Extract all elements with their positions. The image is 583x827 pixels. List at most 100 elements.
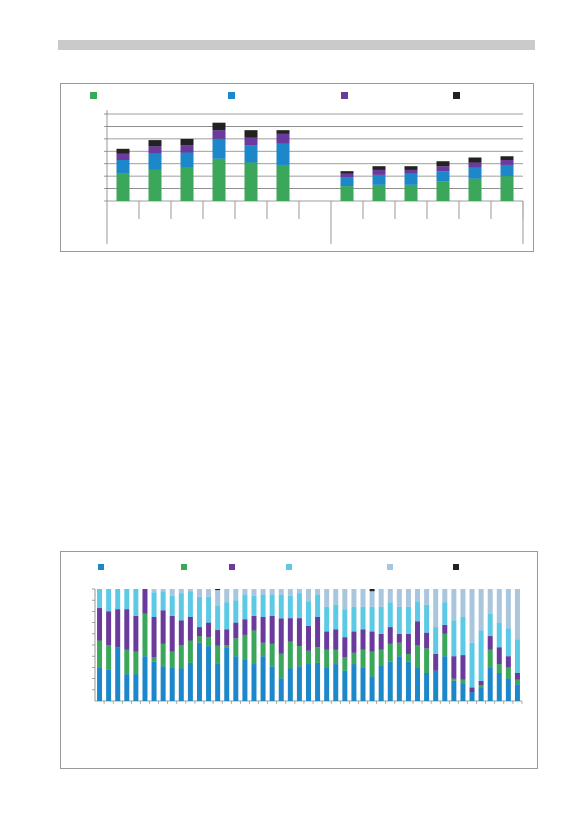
bar-segment <box>169 651 175 668</box>
bar-segment <box>287 618 293 642</box>
bar-segment <box>315 594 321 617</box>
bar-segment <box>487 636 493 650</box>
bar-segment <box>116 159 130 174</box>
bar-segment <box>424 673 430 701</box>
bar-segment <box>178 620 184 645</box>
bar-segment <box>224 629 230 645</box>
bar-segment <box>269 643 275 667</box>
bar-segment <box>369 591 375 607</box>
bar-segment <box>436 171 450 182</box>
bar-segment <box>505 628 511 657</box>
bar-segment <box>433 589 439 628</box>
bar-segment <box>342 589 348 610</box>
bar-segment <box>333 649 339 665</box>
bar-segment <box>505 589 511 629</box>
bar-segment <box>468 178 482 201</box>
legend-swatch-3 <box>286 564 292 570</box>
bar-segment <box>315 647 321 663</box>
bar-segment <box>296 618 302 647</box>
bar-segment <box>369 631 375 652</box>
bar-segment <box>451 620 457 657</box>
bar-segment <box>116 173 130 201</box>
bar-segment <box>260 617 266 643</box>
bar-segment <box>514 679 520 685</box>
chart-1-frame <box>60 83 534 252</box>
bar-segment <box>116 148 130 154</box>
bar-segment <box>505 667 511 679</box>
bar-segment <box>160 643 166 667</box>
legend-swatch-4 <box>387 564 393 570</box>
bar-segment <box>276 143 290 165</box>
bar-segment <box>169 615 175 652</box>
bar-segment <box>180 167 194 201</box>
bar-segment <box>269 594 275 616</box>
bar-segment <box>287 641 293 669</box>
bar-segment <box>451 589 457 621</box>
bar-segment <box>478 687 484 701</box>
bar-segment <box>215 645 221 664</box>
bar-segment <box>405 606 411 634</box>
bar-segment <box>251 630 257 665</box>
bar-segment <box>124 649 130 675</box>
bar-segment <box>315 617 321 648</box>
bar-segment <box>424 604 430 633</box>
bar-segment <box>178 593 184 621</box>
bar-segment <box>116 153 130 160</box>
bar-segment <box>142 613 148 657</box>
bar-segment <box>151 589 157 593</box>
bar-segment <box>442 589 448 603</box>
bar-segment <box>436 166 450 172</box>
bar-segment <box>478 685 484 688</box>
bar-segment <box>369 676 375 701</box>
bar-segment <box>469 642 475 688</box>
bar-segment <box>206 596 212 623</box>
bar-segment <box>360 606 366 630</box>
bar-segment <box>206 622 212 638</box>
bar-segment <box>206 637 212 647</box>
bar-segment <box>287 668 293 701</box>
bar-segment <box>360 589 366 607</box>
bar-segment <box>115 647 121 701</box>
bar-segment <box>142 589 148 614</box>
bar-segment <box>424 632 430 649</box>
bar-segment <box>97 589 103 609</box>
bar-segment <box>378 649 384 666</box>
bar-segment <box>404 184 418 201</box>
bar-segment <box>360 649 366 668</box>
bar-segment <box>160 591 166 611</box>
bar-segment <box>372 169 386 175</box>
bar-segment <box>206 589 212 597</box>
bar-segment <box>242 659 248 701</box>
bar-segment <box>296 589 302 594</box>
bar-segment <box>500 156 514 160</box>
bar-segment <box>369 606 375 632</box>
bar-segment <box>215 589 221 591</box>
bar-segment <box>106 669 112 701</box>
bar-segment <box>306 650 311 665</box>
bar-segment <box>260 642 266 657</box>
bar-segment <box>196 636 202 643</box>
bar-segment <box>260 589 266 595</box>
legend-swatch-1 <box>181 564 187 570</box>
bar-segment <box>387 643 393 662</box>
bar-segment <box>151 592 157 617</box>
bar-segment <box>276 130 290 134</box>
bar-segment <box>342 637 348 658</box>
bar-segment <box>97 667 103 701</box>
bar-segment <box>180 138 194 146</box>
bar-segment <box>251 595 257 616</box>
bar-segment <box>378 606 384 634</box>
bar-segment <box>478 630 484 681</box>
bar-segment <box>469 692 475 701</box>
bar-segment <box>351 589 357 607</box>
bar-segment <box>496 589 502 623</box>
bar-segment <box>436 181 450 201</box>
bar-segment <box>148 140 162 147</box>
bar-segment <box>505 656 511 668</box>
bar-segment <box>233 622 239 639</box>
bar-segment <box>212 138 226 159</box>
bar-segment <box>269 615 275 644</box>
bar-segment <box>324 649 330 668</box>
bar-segment <box>315 662 321 701</box>
bar-segment <box>278 594 284 619</box>
